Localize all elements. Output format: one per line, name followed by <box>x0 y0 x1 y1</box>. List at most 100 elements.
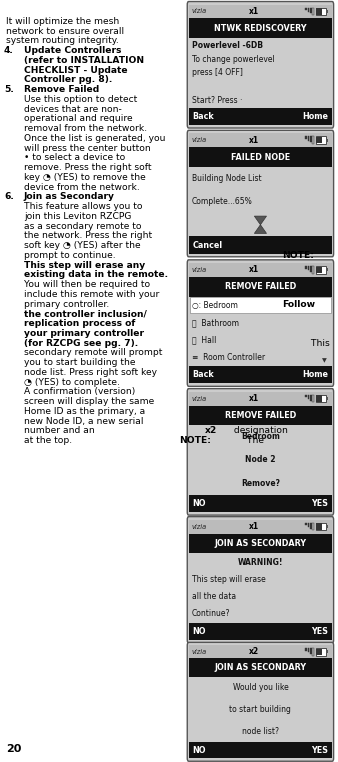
Bar <box>326 268 328 271</box>
Bar <box>312 136 314 144</box>
Bar <box>316 648 326 655</box>
Bar <box>310 266 312 272</box>
Text: ○: Bedroom: ○: Bedroom <box>192 301 238 310</box>
Bar <box>316 395 326 402</box>
Bar <box>316 395 322 402</box>
Polygon shape <box>255 225 267 233</box>
Text: devices that are non-: devices that are non- <box>24 104 121 114</box>
Text: system routing integrity.: system routing integrity. <box>6 37 119 45</box>
Bar <box>189 107 332 125</box>
Text: vizia: vizia <box>191 267 207 273</box>
Bar <box>310 523 312 529</box>
Text: x1: x1 <box>249 7 259 16</box>
Text: Back: Back <box>193 370 214 379</box>
Text: the controller inclusion/: the controller inclusion/ <box>24 309 147 319</box>
Text: Powerlevel -6DB: Powerlevel -6DB <box>192 40 263 50</box>
Text: NOTE:: NOTE: <box>283 251 314 260</box>
Text: (for RZCPG see pg. 7).: (for RZCPG see pg. 7). <box>24 338 138 347</box>
Text: This feature allows you to: This feature allows you to <box>24 202 142 211</box>
Text: ⏻  Bathroom: ⏻ Bathroom <box>192 318 239 327</box>
Bar <box>305 523 307 526</box>
Bar <box>189 236 332 254</box>
FancyBboxPatch shape <box>187 517 334 643</box>
Text: screen will display the same: screen will display the same <box>24 397 154 406</box>
Text: NTWK REDISCOVERY: NTWK REDISCOVERY <box>214 24 307 33</box>
Bar <box>308 8 309 12</box>
Text: ◔ (YES) to complete.: ◔ (YES) to complete. <box>24 378 120 386</box>
Bar <box>316 137 322 143</box>
Text: NO: NO <box>193 627 206 636</box>
Text: YES: YES <box>311 627 328 636</box>
Text: include this remote with your: include this remote with your <box>24 290 159 299</box>
Bar <box>312 523 314 530</box>
Text: x1: x1 <box>249 265 259 274</box>
Bar <box>189 147 332 167</box>
Text: secondary remote will prompt: secondary remote will prompt <box>24 348 162 357</box>
Bar <box>310 395 312 401</box>
Bar <box>312 648 314 655</box>
Bar <box>189 742 332 758</box>
Text: join this Leviton RZCPG: join this Leviton RZCPG <box>24 212 131 221</box>
Bar <box>305 395 307 398</box>
Text: primary controller.: primary controller. <box>24 299 112 309</box>
Bar <box>316 266 326 274</box>
Text: vizia: vizia <box>191 523 207 530</box>
Bar <box>189 18 332 38</box>
Text: operational and require: operational and require <box>24 114 132 123</box>
Text: vizia: vizia <box>191 137 207 143</box>
Text: You will then be required to: You will then be required to <box>24 280 150 289</box>
Text: WARNING!: WARNING! <box>238 558 283 567</box>
Bar <box>316 8 322 14</box>
Text: new Node ID, a new serial: new Node ID, a new serial <box>24 417 143 426</box>
Bar <box>308 266 309 271</box>
Text: REMOVE FAILED: REMOVE FAILED <box>225 282 296 291</box>
Text: JOIN AS SECONDARY: JOIN AS SECONDARY <box>214 539 307 548</box>
Text: existing data in the remote.: existing data in the remote. <box>24 271 168 280</box>
Bar <box>308 395 309 399</box>
Text: removal from the network.: removal from the network. <box>24 124 147 133</box>
Text: Update Controllers: Update Controllers <box>24 46 121 55</box>
FancyBboxPatch shape <box>187 389 334 515</box>
Text: Complete...65%: Complete...65% <box>192 197 253 207</box>
Text: to start building: to start building <box>230 705 291 714</box>
Text: x1: x1 <box>249 522 259 531</box>
Bar <box>326 139 328 142</box>
Bar <box>189 5 332 18</box>
Text: number and an: number and an <box>24 427 97 435</box>
Bar <box>326 651 328 653</box>
Bar <box>189 277 332 296</box>
Text: replication process of: replication process of <box>24 319 135 328</box>
Text: Follow: Follow <box>283 299 315 309</box>
Text: Cancel: Cancel <box>193 241 223 249</box>
Bar <box>326 397 328 400</box>
FancyBboxPatch shape <box>187 260 334 386</box>
Text: as a secondary remote to: as a secondary remote to <box>24 222 141 231</box>
Text: A confirmation (version): A confirmation (version) <box>24 387 135 396</box>
Text: vizia: vizia <box>191 8 207 14</box>
Text: NO: NO <box>193 499 206 507</box>
Text: YES: YES <box>311 499 328 507</box>
Bar <box>189 623 332 640</box>
Text: Continue?: Continue? <box>192 610 231 619</box>
Bar <box>308 136 309 141</box>
Text: It will optimize the mesh: It will optimize the mesh <box>6 17 119 26</box>
Text: press [4 OFF]: press [4 OFF] <box>192 69 243 78</box>
Text: your primary controller: your primary controller <box>24 329 144 338</box>
Text: remove. Press the right soft: remove. Press the right soft <box>24 163 151 172</box>
Text: key ◔ (YES) to remove the: key ◔ (YES) to remove the <box>24 173 145 182</box>
Text: (refer to INSTALLATION: (refer to INSTALLATION <box>24 56 144 65</box>
Bar <box>189 533 332 553</box>
Bar <box>189 405 332 425</box>
Text: network to ensure overall: network to ensure overall <box>6 27 124 36</box>
Text: ≡  Room Controller: ≡ Room Controller <box>192 353 265 362</box>
Text: This: This <box>308 338 330 347</box>
Text: The: The <box>244 436 264 445</box>
Bar <box>305 266 307 269</box>
Bar <box>310 136 312 142</box>
Bar <box>189 520 332 533</box>
Bar <box>310 8 312 14</box>
Text: 6.: 6. <box>4 192 14 201</box>
Bar <box>189 658 332 677</box>
FancyBboxPatch shape <box>187 642 334 761</box>
Text: you to start building the: you to start building the <box>24 358 135 367</box>
